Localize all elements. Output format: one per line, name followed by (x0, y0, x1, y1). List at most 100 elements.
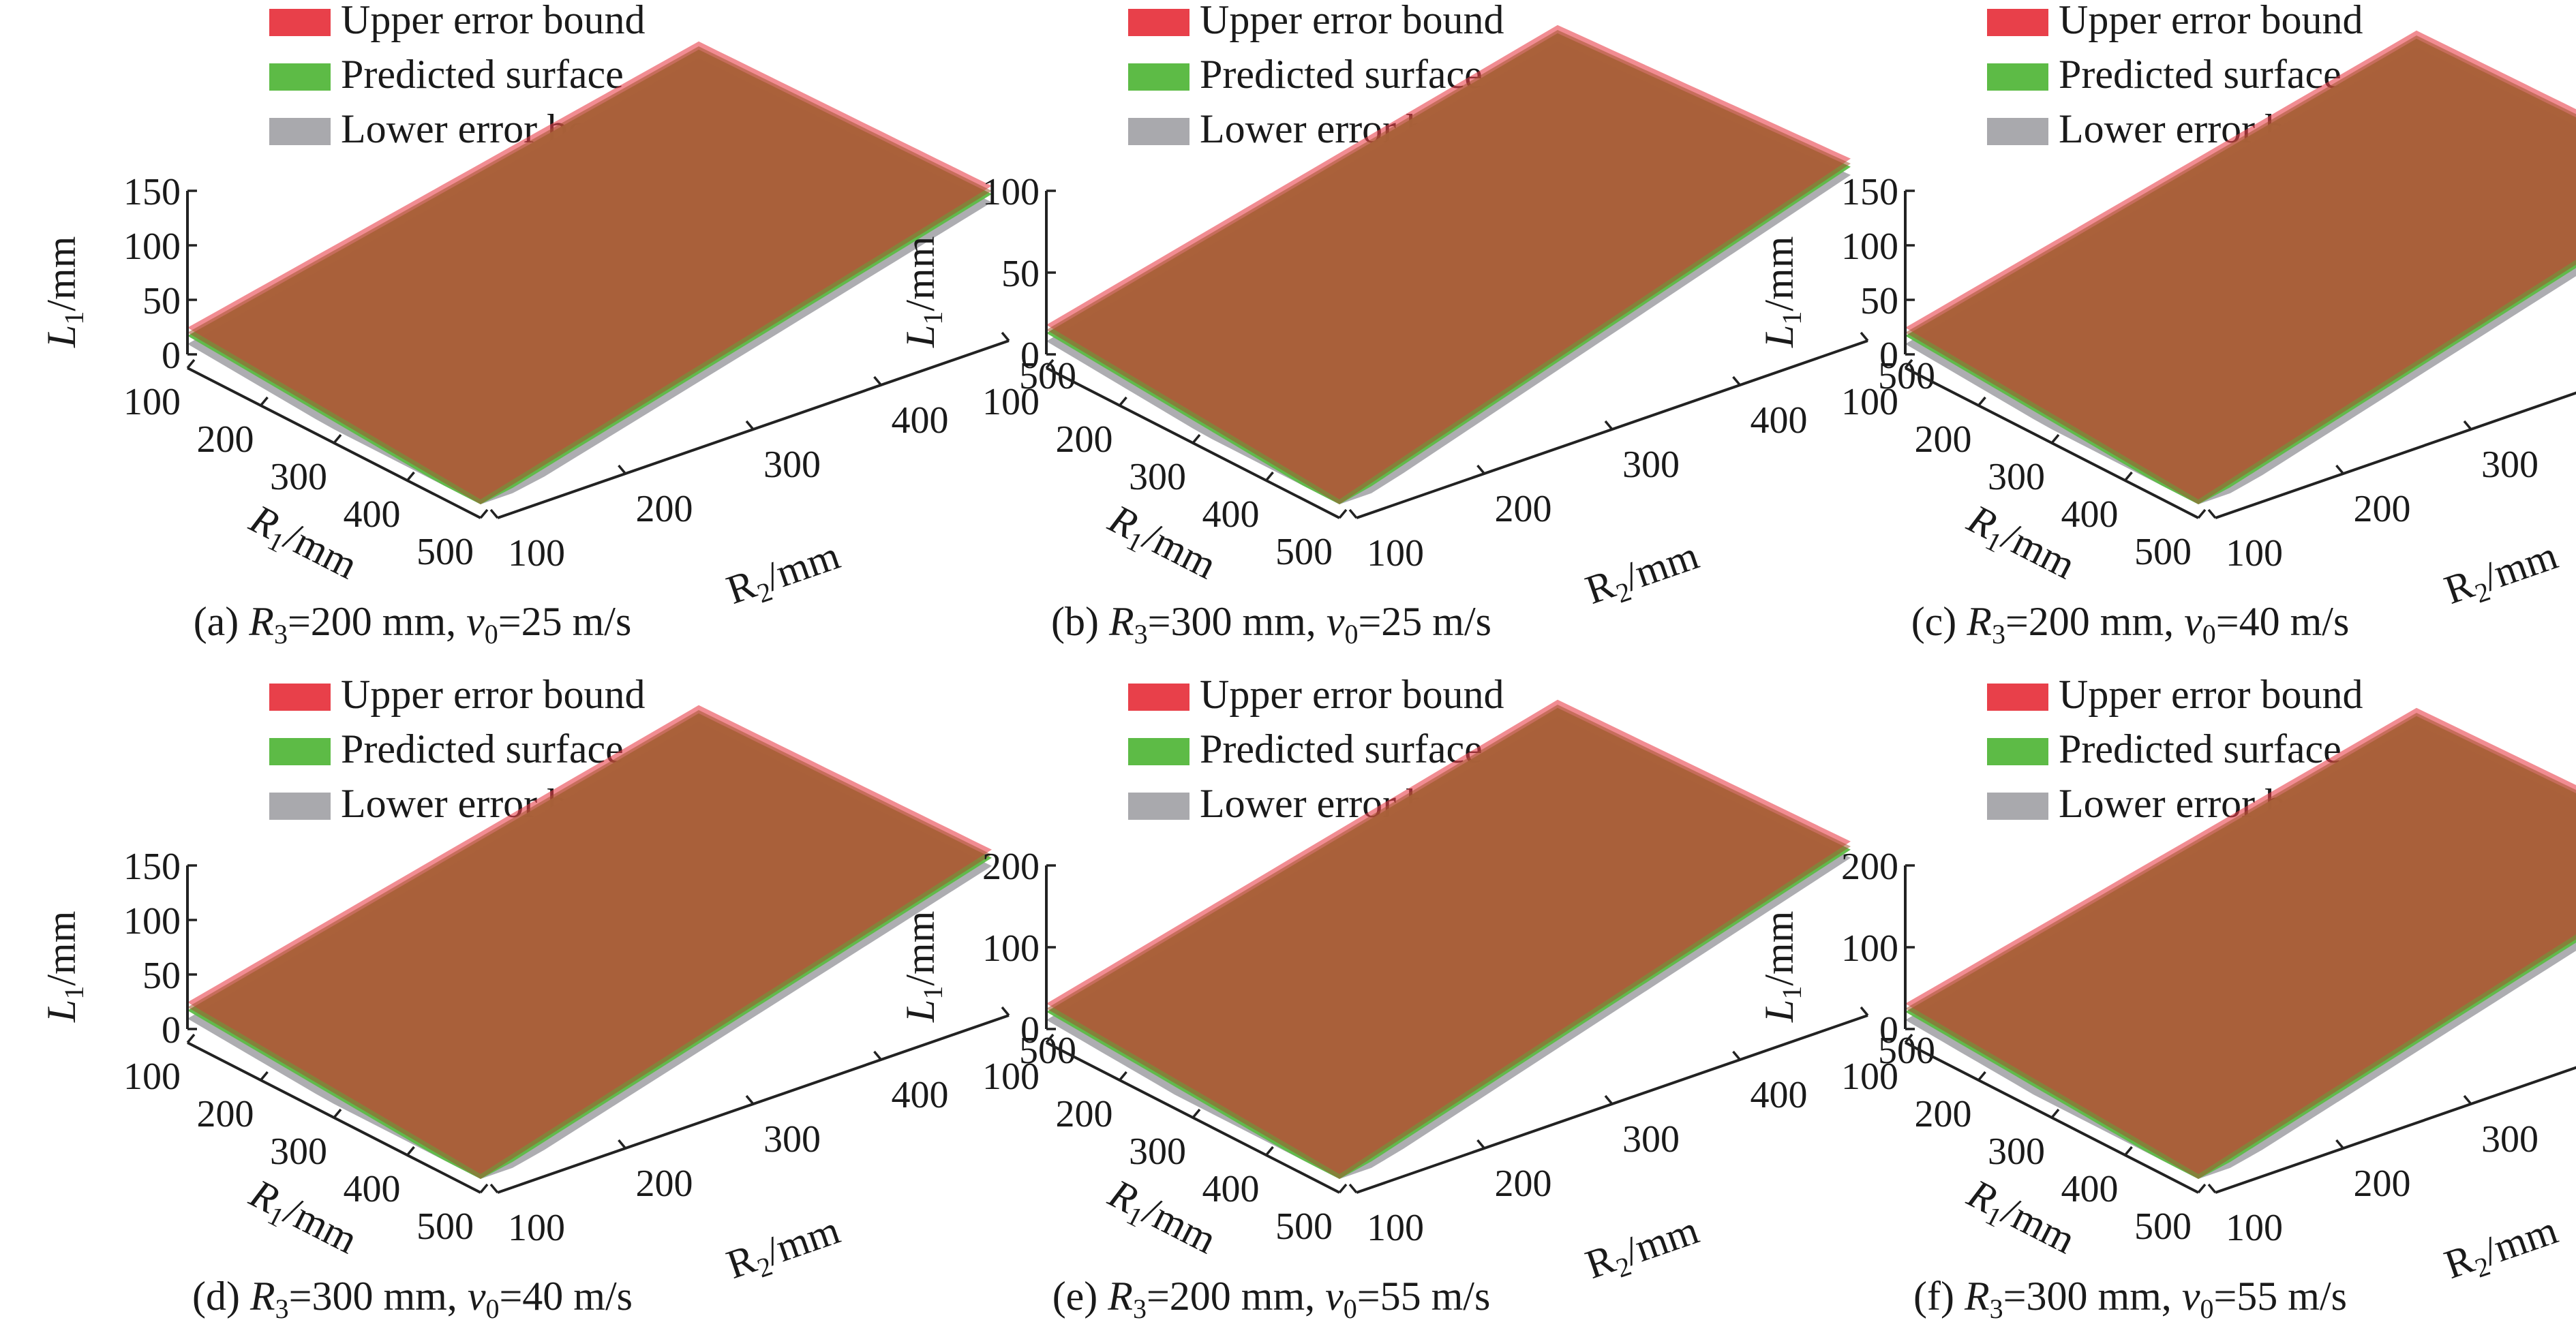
legend-label: Upper error bound (2059, 0, 2363, 42)
r2-tick (618, 1139, 626, 1150)
z-tick-label: 0 (1879, 335, 1898, 377)
legend-swatch (269, 63, 331, 91)
r2-tick-label: 200 (636, 488, 693, 530)
r2-tick (1001, 331, 1010, 342)
r1-tick-label: 300 (270, 456, 327, 498)
r1-tick (1045, 1033, 1055, 1044)
r1-tick-label: 300 (1988, 456, 2045, 498)
legend-label: Upper error bound (1200, 672, 1504, 717)
legend-swatch (269, 118, 331, 145)
r2-tick (873, 1050, 882, 1061)
r2-tick (2207, 508, 2217, 519)
r1-tick-label: 500 (2134, 1206, 2192, 1248)
r2-tick-label: 500 (1878, 355, 1935, 397)
legend-label: Predicted surface (1200, 52, 1483, 97)
z-tick-label: 0 (1879, 1009, 1898, 1052)
z-tick-label: 200 (1841, 846, 1898, 888)
r1-tick-label: 100 (982, 381, 1040, 423)
r2-tick (873, 375, 882, 386)
r2-tick-label: 400 (1751, 1074, 1808, 1116)
r1-tick (479, 508, 489, 519)
z-axis-title: L1/mm (1757, 911, 1807, 1023)
r1-tick (2124, 1146, 2133, 1156)
r1-tick (1192, 433, 1201, 444)
r1-tick-label: 100 (982, 1056, 1040, 1098)
legend-swatch (1987, 684, 2048, 711)
r2-tick (745, 1094, 755, 1105)
r1-tick-label: 100 (123, 381, 181, 423)
r1-tick (1119, 1071, 1127, 1081)
r2-tick (1348, 1183, 1358, 1194)
z-axis-title: L1/mm (1757, 236, 1807, 348)
r2-axis-title: R2/mm (721, 532, 847, 617)
legend-swatch (269, 793, 331, 820)
r1-tick-label: 200 (197, 418, 254, 461)
r2-axis-title: R2/mm (1580, 1207, 1706, 1292)
legend-swatch (1128, 9, 1189, 36)
r2-tick (1476, 464, 1485, 475)
r2-tick (1860, 1006, 1869, 1017)
panel-caption: (d) R3=300 mm, v0=40 m/s (192, 1274, 633, 1320)
z-axis-title: L1/mm (898, 911, 948, 1023)
r1-tick (2124, 471, 2133, 482)
legend-label: Upper error bound (2059, 672, 2363, 717)
overlap-surface (1046, 30, 1851, 504)
r1-tick (1904, 1033, 1913, 1044)
legend-label: Predicted surface (1200, 726, 1483, 771)
r2-tick-label: 100 (508, 1207, 565, 1249)
r2-tick-label: 300 (763, 444, 821, 486)
r2-tick-label: 100 (2226, 1207, 2283, 1249)
overlap-surface (187, 710, 992, 1179)
r2-tick-label: 200 (2354, 488, 2411, 530)
r2-tick (2463, 420, 2472, 431)
z-tick-label: 100 (1841, 927, 1898, 970)
r1-tick (406, 471, 415, 482)
legend-label: Upper error bound (1200, 0, 1504, 42)
legend-label: Upper error bound (341, 0, 646, 42)
r1-tick (406, 1146, 415, 1156)
r1-tick-label: 200 (197, 1093, 254, 1135)
r2-tick (1860, 331, 1869, 342)
r1-tick-label: 200 (1915, 418, 1972, 461)
z-tick-label: 50 (142, 955, 181, 997)
legend-label: Predicted surface (2059, 726, 2342, 771)
legend-swatch (1987, 738, 2048, 765)
r2-tick (2335, 1139, 2344, 1150)
r1-tick-label: 400 (1202, 493, 1260, 536)
r1-tick (1192, 1108, 1201, 1119)
r1-tick-label: 300 (270, 1131, 327, 1173)
r1-tick-label: 400 (344, 493, 401, 536)
r2-tick (2207, 1183, 2217, 1194)
r1-tick (186, 1033, 196, 1044)
r1-tick (186, 358, 196, 369)
z-tick-label: 0 (1020, 335, 1040, 377)
z-tick-label: 0 (1020, 1009, 1040, 1052)
r1-tick-label: 400 (1202, 1168, 1260, 1210)
r2-tick-label: 200 (1495, 1163, 1552, 1205)
z-tick-label: 150 (123, 171, 181, 213)
z-tick-label: 150 (123, 846, 181, 888)
r2-tick (2335, 464, 2344, 475)
overlap-surface (187, 46, 992, 504)
r1-tick-label: 100 (1841, 381, 1898, 423)
r2-axis-title: R2/mm (2439, 532, 2565, 617)
r1-tick (1265, 471, 1274, 482)
r2-tick-label: 300 (1622, 444, 1680, 486)
r2-tick (1604, 1094, 1613, 1105)
r2-tick-label: 400 (1751, 399, 1808, 442)
r2-tick (1001, 1006, 1010, 1017)
r1-tick-label: 500 (1275, 531, 1333, 573)
r2-tick (618, 464, 626, 475)
r1-tick-label: 400 (2061, 1168, 2119, 1210)
r1-tick-label: 300 (1129, 1131, 1186, 1173)
r2-tick (489, 508, 499, 519)
r1-tick (1338, 1183, 1348, 1194)
r1-tick-label: 400 (344, 1168, 401, 1210)
legend-swatch (1128, 684, 1189, 711)
z-tick-label: 50 (1001, 253, 1040, 295)
r1-tick (1045, 358, 1055, 369)
